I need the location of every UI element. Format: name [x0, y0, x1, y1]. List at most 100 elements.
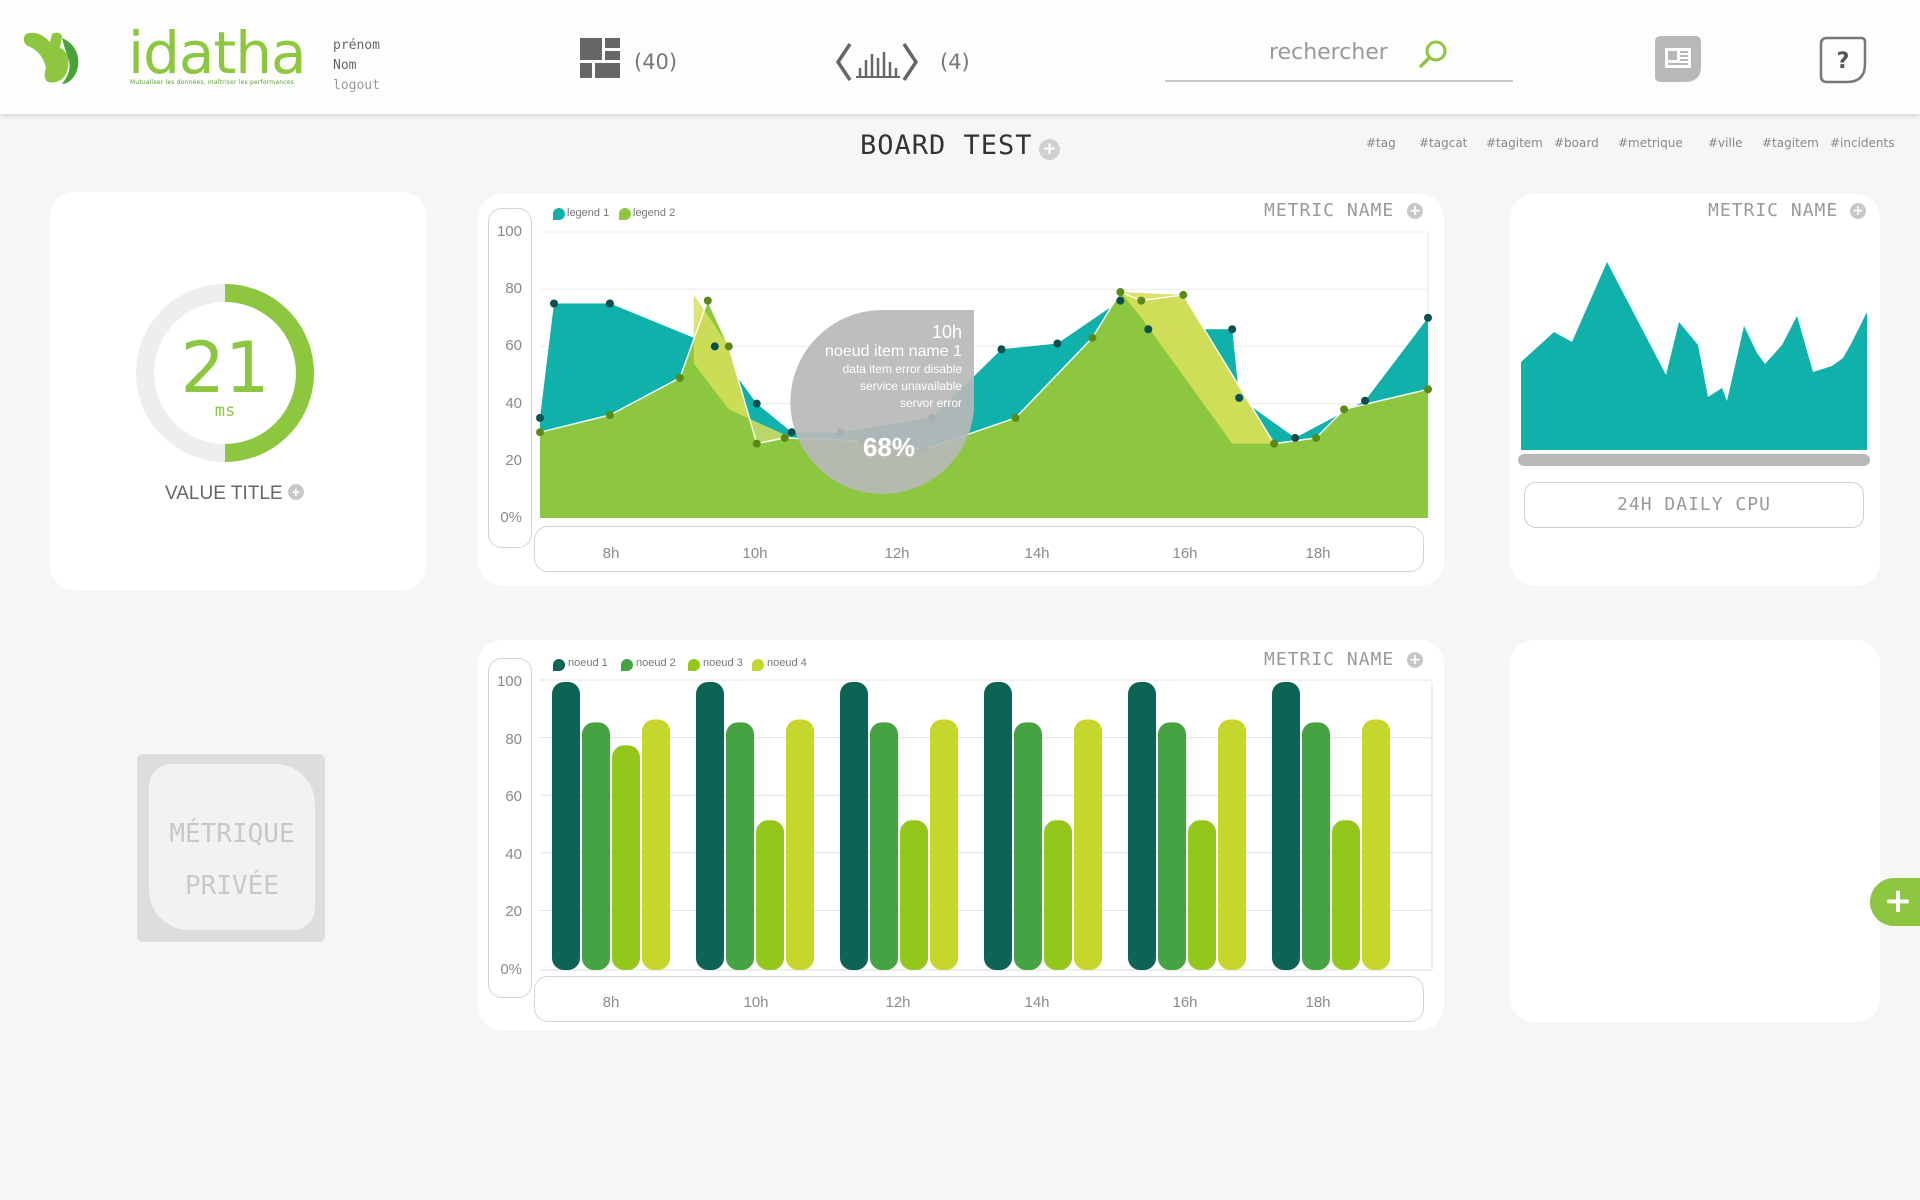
- bar[interactable]: [1272, 682, 1300, 970]
- area-point[interactable]: [1424, 385, 1432, 394]
- value-title-add-button[interactable]: +: [287, 484, 304, 500]
- board-tag[interactable]: #ville: [1708, 136, 1743, 150]
- area-chart-x-tick: 8h: [602, 545, 620, 562]
- area-point[interactable]: [605, 411, 614, 420]
- bar[interactable]: [642, 719, 670, 970]
- bar[interactable]: [1188, 820, 1216, 970]
- board-tag[interactable]: #metrique: [1618, 136, 1683, 150]
- area-point[interactable]: [1137, 296, 1146, 305]
- bar-chart-x-tick: 8h: [602, 994, 620, 1011]
- private-metric-inner: MÉTRIQUE PRIVÉE: [149, 764, 315, 930]
- legend-label: noeud 1: [568, 657, 608, 669]
- area-point[interactable]: [1291, 433, 1300, 442]
- bar-chart-y-tick: 60: [505, 788, 522, 806]
- board-tag[interactable]: #incidents: [1830, 136, 1895, 150]
- bar[interactable]: [1074, 719, 1102, 970]
- api-code-icon[interactable]: [836, 42, 918, 82]
- bar-chart-y-tick: 100: [496, 673, 522, 690]
- area-point[interactable]: [710, 342, 719, 351]
- area-point[interactable]: [997, 345, 1006, 354]
- board-tag[interactable]: #tagitem: [1486, 136, 1543, 150]
- help-icon[interactable]: ?: [1819, 36, 1867, 84]
- logout-link[interactable]: logout: [333, 78, 380, 93]
- area-point[interactable]: [1270, 439, 1279, 448]
- bar[interactable]: [930, 719, 958, 970]
- area-point[interactable]: [1011, 413, 1020, 422]
- top-bar: idatha Mutualiser les données, maîtriser…: [0, 0, 1920, 114]
- area-point[interactable]: [1116, 288, 1125, 297]
- area-point[interactable]: [1179, 290, 1188, 299]
- area-point[interactable]: [787, 428, 796, 437]
- area-point[interactable]: [1424, 313, 1432, 322]
- bar[interactable]: [1128, 682, 1156, 970]
- area-overlap-band: [1120, 292, 1275, 444]
- area-chart-y-axis-box: [488, 208, 532, 548]
- search-icon[interactable]: [1417, 38, 1449, 70]
- bar[interactable]: [582, 722, 610, 970]
- legend-marker: [621, 659, 633, 671]
- add-widget-button[interactable]: +: [1870, 878, 1920, 926]
- area-point[interactable]: [1116, 296, 1125, 305]
- bar[interactable]: [984, 682, 1012, 970]
- area-point[interactable]: [1312, 433, 1321, 442]
- bar[interactable]: [612, 745, 640, 970]
- bar[interactable]: [1218, 719, 1246, 970]
- legend-label: legend 2: [633, 207, 676, 219]
- cpu-scrollbar[interactable]: [1518, 454, 1870, 466]
- bar[interactable]: [696, 682, 724, 970]
- board-tag[interactable]: #tag: [1366, 136, 1396, 150]
- bar-chart-x-tick: 12h: [885, 994, 911, 1011]
- bar[interactable]: [786, 719, 814, 970]
- board-tag[interactable]: #tagitem: [1762, 136, 1819, 150]
- bar[interactable]: [1362, 719, 1390, 970]
- area-point[interactable]: [549, 299, 558, 308]
- news-icon[interactable]: [1655, 36, 1701, 82]
- private-metric-tile[interactable]: MÉTRIQUE PRIVÉE: [137, 754, 325, 942]
- bar-chart-add-button[interactable]: +: [1407, 652, 1423, 668]
- bar[interactable]: [756, 820, 784, 970]
- area-point[interactable]: [1088, 333, 1097, 342]
- area-chart-add-button[interactable]: +: [1407, 203, 1423, 219]
- board-add-button[interactable]: +: [1039, 139, 1060, 160]
- area-point[interactable]: [1228, 325, 1237, 334]
- area-point[interactable]: [1144, 325, 1153, 334]
- board-tag[interactable]: #board: [1554, 136, 1599, 150]
- area-point[interactable]: [752, 399, 761, 408]
- bar[interactable]: [840, 682, 868, 970]
- bar[interactable]: [1302, 722, 1330, 970]
- area-point[interactable]: [1053, 339, 1062, 348]
- area-point[interactable]: [703, 296, 712, 305]
- bar-chart-y-tick: 40: [505, 845, 522, 863]
- bar[interactable]: [870, 722, 898, 970]
- boards-grid-icon[interactable]: [580, 38, 620, 78]
- board-tag[interactable]: #tagcat: [1419, 136, 1468, 150]
- idatha-logo-icon[interactable]: [22, 28, 88, 86]
- area-chart-x-tick: 14h: [1024, 545, 1050, 562]
- area-point[interactable]: [605, 299, 614, 308]
- bar[interactable]: [900, 820, 928, 970]
- area-point[interactable]: [536, 428, 544, 437]
- search-input[interactable]: rechercher: [1165, 34, 1513, 82]
- bar[interactable]: [1014, 722, 1042, 970]
- area-point[interactable]: [536, 413, 544, 422]
- legend-label: noeud 4: [767, 657, 807, 669]
- area-point[interactable]: [1235, 393, 1244, 402]
- area-point[interactable]: [1361, 396, 1370, 405]
- bar-chart-x-tick: 18h: [1305, 994, 1331, 1011]
- bar[interactable]: [1158, 722, 1186, 970]
- area-point[interactable]: [1340, 405, 1349, 414]
- area-point[interactable]: [675, 373, 684, 382]
- bar[interactable]: [1044, 820, 1072, 970]
- bar-chart-y-axis-box: [488, 658, 532, 998]
- bar[interactable]: [1332, 820, 1360, 970]
- bar[interactable]: [552, 682, 580, 970]
- cpu-add-button[interactable]: +: [1850, 203, 1866, 219]
- bar-chart-x-tick: 14h: [1024, 994, 1050, 1011]
- bar[interactable]: [726, 722, 754, 970]
- cpu-area-chart: [1518, 262, 1870, 466]
- brand-tagline: Mutualiser les données, maîtriser les pe…: [130, 79, 294, 86]
- area-point[interactable]: [780, 433, 789, 442]
- area-point[interactable]: [752, 439, 761, 448]
- area-point[interactable]: [724, 342, 733, 351]
